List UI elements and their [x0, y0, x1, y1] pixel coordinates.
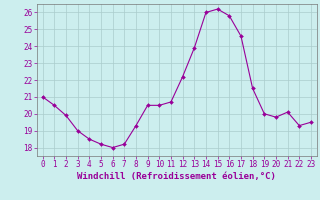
X-axis label: Windchill (Refroidissement éolien,°C): Windchill (Refroidissement éolien,°C): [77, 172, 276, 181]
